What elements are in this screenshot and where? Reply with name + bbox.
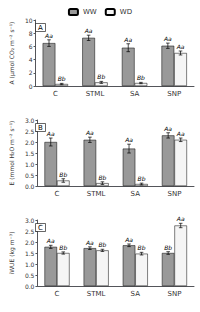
svg-text:A (μmol CO₂ m⁻² s⁻¹): A (μmol CO₂ m⁻² s⁻¹) [8, 22, 16, 85]
svg-text:2.0: 2.0 [25, 139, 35, 146]
svg-text:0.5: 0.5 [25, 172, 35, 179]
svg-text:Aa: Aa [163, 35, 172, 42]
svg-text:iWUE (kg m⁻³): iWUE (kg m⁻³) [8, 232, 16, 275]
svg-text:SNP: SNP [167, 190, 181, 198]
svg-text:C: C [53, 90, 58, 98]
svg-text:STML: STML [86, 90, 105, 98]
svg-text:Bb: Bb [59, 244, 67, 251]
svg-text:0.5: 0.5 [25, 272, 35, 279]
svg-text:Aa: Aa [46, 237, 55, 244]
svg-text:Bb: Bb [164, 244, 172, 251]
svg-text:Aa: Aa [176, 215, 185, 222]
svg-text:SA: SA [130, 90, 140, 98]
svg-text:Bb: Bb [98, 174, 106, 181]
svg-text:Aa: Aa [124, 236, 133, 243]
svg-text:2.5: 2.5 [25, 228, 35, 235]
svg-text:Aa: Aa [85, 129, 94, 136]
svg-text:SNP: SNP [167, 90, 181, 98]
svg-text:0.0: 0.0 [25, 283, 35, 290]
svg-text:3.0: 3.0 [25, 117, 35, 124]
svg-text:Aa: Aa [46, 130, 55, 137]
svg-text:Aa: Aa [124, 136, 133, 143]
svg-text:3.0: 3.0 [25, 217, 35, 224]
svg-text:1.5: 1.5 [25, 250, 35, 257]
svg-text:2.5: 2.5 [25, 128, 35, 135]
svg-text:Aa: Aa [84, 27, 93, 34]
svg-text:Bb: Bb [58, 75, 66, 82]
svg-text:Aa: Aa [163, 125, 172, 132]
svg-text:Bb: Bb [98, 241, 106, 248]
svg-text:WW: WW [83, 8, 97, 16]
svg-text:0.0: 0.0 [25, 183, 35, 190]
svg-text:10: 10 [25, 17, 33, 24]
svg-text:STML: STML [87, 190, 106, 198]
svg-text:1.5: 1.5 [25, 150, 35, 157]
svg-text:0: 0 [29, 83, 33, 90]
svg-text:A: A [38, 24, 43, 32]
svg-text:8: 8 [29, 30, 33, 37]
svg-text:SNP: SNP [167, 290, 181, 298]
svg-text:Aa: Aa [123, 36, 132, 43]
svg-text:6: 6 [29, 43, 33, 50]
svg-text:Aa: Aa [44, 32, 53, 39]
svg-text:Bb: Bb [138, 244, 146, 251]
svg-text:WD: WD [120, 8, 132, 16]
svg-text:E (mmol H₂O m⁻² s⁻¹): E (mmol H₂O m⁻² s⁻¹) [8, 121, 15, 186]
svg-text:C: C [55, 190, 60, 198]
svg-text:SA: SA [131, 190, 141, 198]
svg-text:Bb: Bb [97, 73, 105, 80]
svg-text:C: C [55, 290, 60, 298]
svg-text:Bb: Bb [137, 74, 145, 81]
svg-text:B: B [38, 124, 43, 132]
svg-text:C: C [38, 224, 43, 232]
svg-text:STML: STML [87, 290, 106, 298]
svg-text:Bb: Bb [138, 175, 146, 182]
svg-text:Bb: Bb [59, 171, 67, 178]
svg-text:1.0: 1.0 [25, 261, 35, 268]
svg-text:4: 4 [29, 56, 33, 63]
svg-text:Aa: Aa [85, 239, 94, 246]
svg-text:2: 2 [29, 69, 33, 76]
svg-text:1.0: 1.0 [25, 161, 35, 168]
svg-text:Aa: Aa [176, 43, 185, 50]
svg-text:Aa: Aa [176, 130, 185, 137]
svg-text:SA: SA [131, 290, 141, 298]
svg-text:2.0: 2.0 [25, 239, 35, 246]
